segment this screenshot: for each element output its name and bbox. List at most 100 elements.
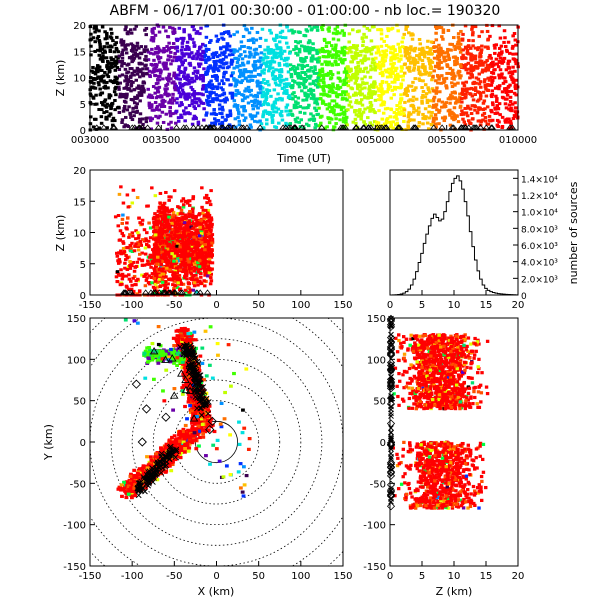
time-height-point bbox=[330, 55, 335, 59]
x-height-point bbox=[204, 193, 209, 197]
time-height-point bbox=[408, 61, 413, 65]
time-height-point bbox=[363, 67, 367, 71]
time-height-point bbox=[201, 101, 206, 105]
time-height-point bbox=[456, 46, 460, 50]
time-height-point bbox=[272, 110, 276, 114]
time-height-point bbox=[381, 53, 386, 57]
time-height-point bbox=[417, 124, 421, 128]
time-height-point bbox=[176, 119, 181, 123]
time-height-point bbox=[400, 40, 404, 44]
time-height-point bbox=[291, 79, 295, 83]
time-height-point bbox=[353, 117, 358, 121]
time-height-point bbox=[505, 97, 509, 101]
time-height-point bbox=[280, 98, 284, 102]
time-height-point bbox=[172, 45, 176, 49]
time-height-point bbox=[264, 38, 268, 42]
time-height-point bbox=[207, 85, 212, 89]
time-height-point bbox=[327, 105, 332, 109]
x-height-point bbox=[210, 252, 214, 256]
time-height-point bbox=[306, 94, 310, 98]
time-height-point bbox=[237, 112, 241, 116]
time-height-point bbox=[461, 111, 465, 115]
time-height-point bbox=[306, 69, 310, 73]
time-height-point bbox=[167, 41, 171, 45]
time-height-point bbox=[512, 81, 516, 85]
time-height-point bbox=[253, 119, 257, 123]
time-height-point bbox=[234, 81, 238, 85]
time-height-point bbox=[158, 71, 163, 75]
time-height-point bbox=[315, 71, 320, 75]
time-height-point bbox=[256, 120, 260, 124]
time-height-point bbox=[376, 65, 381, 69]
time-height-point bbox=[321, 24, 325, 28]
time-height-point bbox=[274, 52, 278, 56]
time-height-point bbox=[128, 66, 133, 70]
time-height-station-marker bbox=[198, 124, 206, 130]
x-height-point bbox=[163, 211, 167, 215]
time-height-point bbox=[374, 120, 379, 124]
time-height-point bbox=[370, 85, 375, 89]
x-height-point bbox=[209, 276, 213, 280]
x-height-point bbox=[199, 238, 204, 242]
time-height-point bbox=[437, 63, 441, 67]
time-height-point bbox=[313, 83, 318, 87]
time-height-point bbox=[318, 78, 322, 82]
time-height-point bbox=[483, 78, 487, 82]
x-height-point bbox=[162, 230, 167, 234]
x-height-point bbox=[182, 227, 186, 231]
time-height-point bbox=[407, 84, 411, 88]
time-height-point bbox=[225, 42, 230, 46]
time-height-point bbox=[482, 99, 487, 103]
time-height-point bbox=[254, 38, 259, 42]
time-height-point bbox=[342, 105, 346, 109]
time-height-x-tick-label: 005500 bbox=[428, 135, 466, 146]
time-height-point bbox=[179, 113, 183, 117]
x-height-point bbox=[210, 261, 215, 265]
time-height-point bbox=[469, 54, 473, 58]
time-height-point bbox=[178, 81, 182, 85]
time-height-point bbox=[311, 54, 315, 58]
x-height-point bbox=[156, 270, 161, 274]
time-height-point bbox=[433, 105, 438, 109]
time-height-point bbox=[465, 49, 470, 53]
time-height-point bbox=[342, 53, 346, 57]
time-height-point bbox=[490, 80, 494, 84]
x-height-point bbox=[200, 254, 205, 258]
time-height-point bbox=[188, 52, 192, 56]
time-height-point bbox=[192, 92, 196, 96]
time-height-point bbox=[108, 94, 113, 98]
x-height-point bbox=[179, 227, 183, 231]
x-height-point bbox=[208, 203, 213, 207]
time-height-point bbox=[373, 63, 377, 67]
time-height-point bbox=[502, 40, 506, 44]
time-height-point bbox=[240, 57, 245, 61]
time-height-point bbox=[450, 81, 454, 85]
time-height-point bbox=[397, 46, 402, 50]
time-height-point bbox=[283, 36, 288, 40]
time-height-station-marker bbox=[429, 124, 438, 130]
time-height-point bbox=[265, 110, 270, 114]
time-height-point bbox=[421, 116, 425, 120]
x-height-point bbox=[192, 281, 197, 285]
time-height-point bbox=[144, 63, 148, 67]
time-height-point bbox=[109, 27, 113, 31]
time-height-point bbox=[134, 105, 138, 109]
time-height-point bbox=[470, 94, 475, 98]
time-height-point bbox=[421, 72, 425, 76]
time-height-point bbox=[106, 75, 111, 79]
time-height-point bbox=[178, 77, 183, 81]
time-height-point bbox=[391, 45, 396, 49]
time-height-point bbox=[350, 60, 354, 64]
time-height-point bbox=[150, 96, 155, 100]
time-height-point bbox=[169, 45, 174, 49]
x-height-point bbox=[204, 227, 208, 231]
time-height-point bbox=[402, 32, 406, 36]
time-height-point bbox=[114, 85, 118, 89]
time-height-point bbox=[184, 92, 189, 96]
time-height-point bbox=[180, 63, 185, 67]
time-height-point bbox=[224, 96, 229, 100]
time-height-point bbox=[288, 67, 293, 71]
time-height-point bbox=[118, 95, 122, 99]
time-height-point bbox=[500, 61, 504, 65]
time-height-point bbox=[89, 44, 93, 48]
